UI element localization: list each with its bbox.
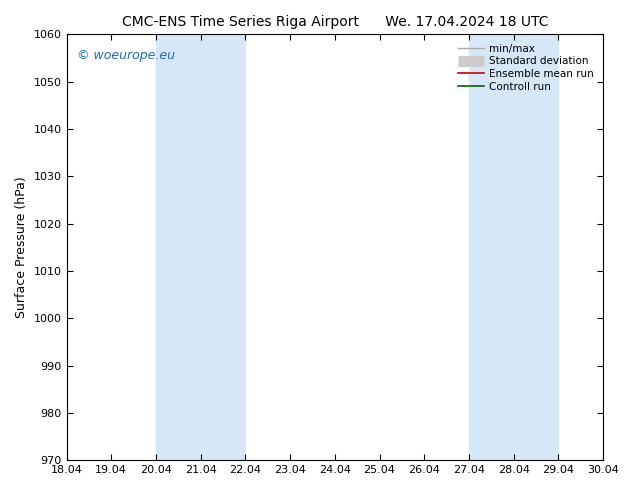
Bar: [156, 34, 245, 460]
Y-axis label: Surface Pressure (hPa): Surface Pressure (hPa): [15, 176, 28, 318]
Text: © woeurope.eu: © woeurope.eu: [77, 49, 175, 62]
Legend: min/max, Standard deviation, Ensemble mean run, Controll run: min/max, Standard deviation, Ensemble me…: [453, 40, 598, 96]
Bar: [469, 34, 559, 460]
Title: CMC-ENS Time Series Riga Airport      We. 17.04.2024 18 UTC: CMC-ENS Time Series Riga Airport We. 17.…: [122, 15, 548, 29]
